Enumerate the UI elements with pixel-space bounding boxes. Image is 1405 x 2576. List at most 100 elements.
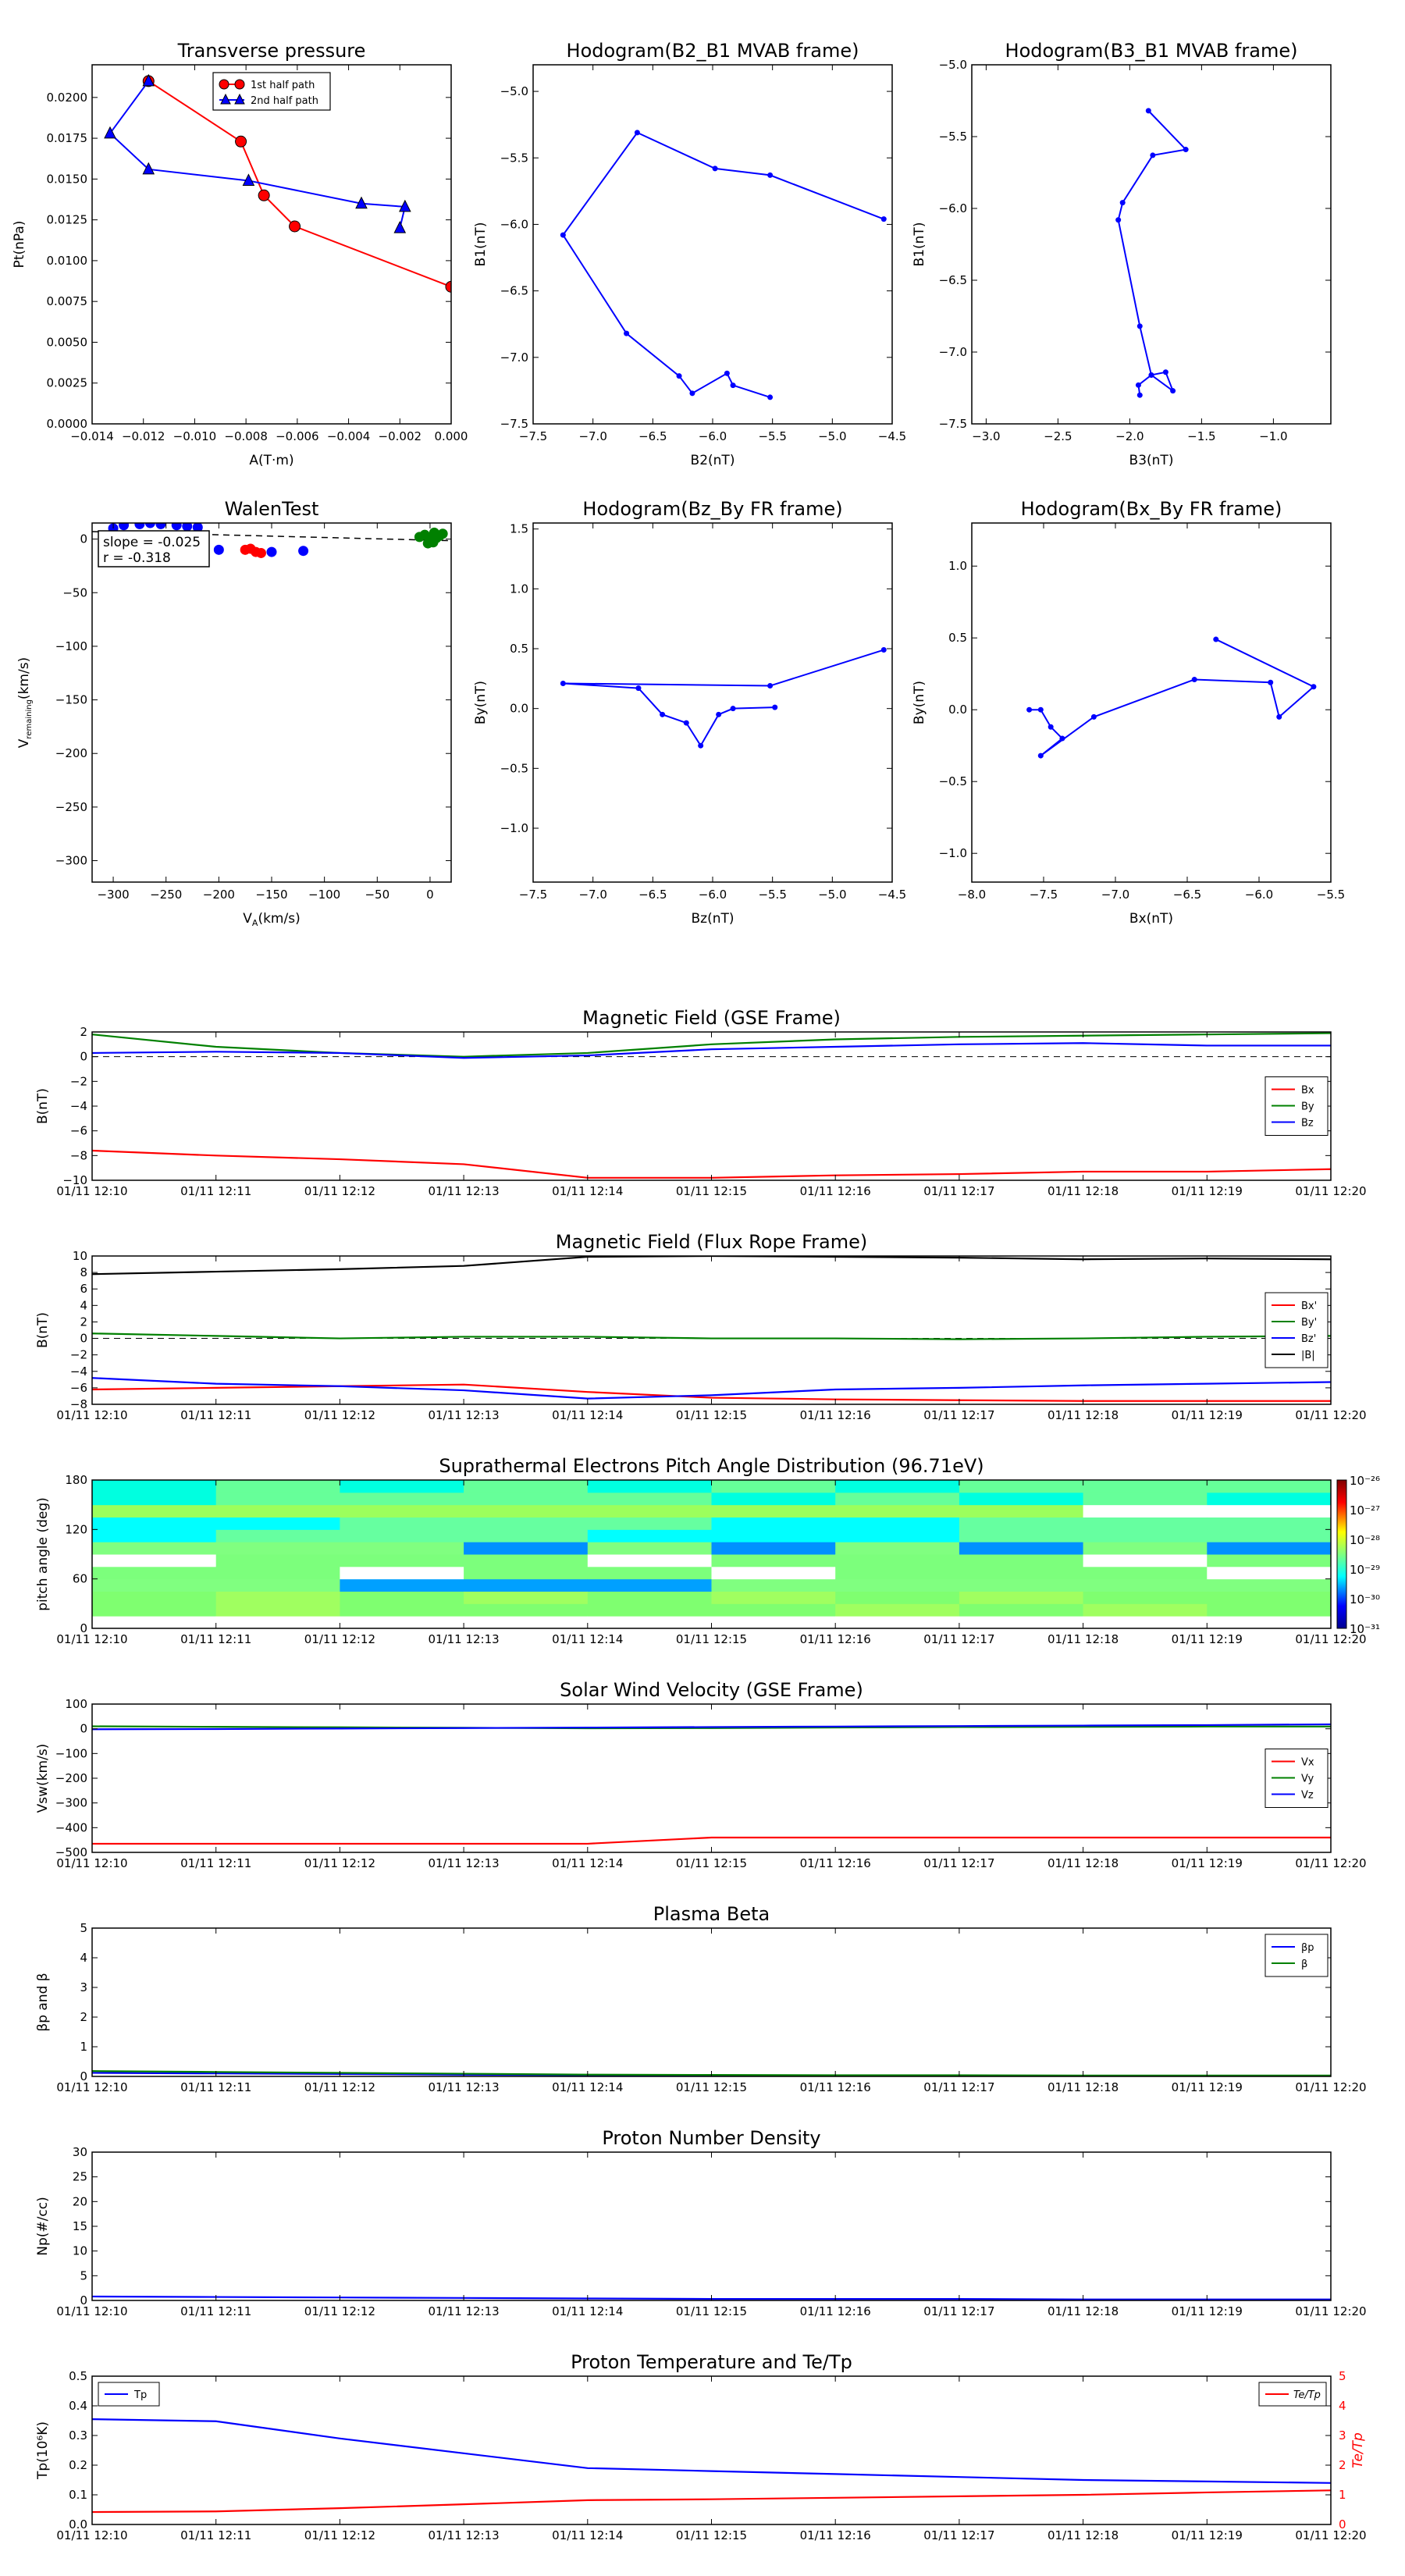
x-tick-label: 01/11 12:13 bbox=[428, 1184, 499, 1198]
y-axis-label: B(nT) bbox=[35, 1312, 51, 1348]
y2-tick-label: 4 bbox=[1339, 2399, 1346, 2413]
heatmap-cell bbox=[711, 1504, 836, 1517]
data-point bbox=[716, 711, 722, 717]
x-tick-label: 01/11 12:20 bbox=[1295, 1856, 1366, 1870]
y-tick-label: −6 bbox=[70, 1381, 87, 1395]
y-tick-label: 10 bbox=[73, 2244, 87, 2258]
x-tick-label: 01/11 12:12 bbox=[304, 2528, 375, 2542]
x-tick-label: 01/11 12:14 bbox=[552, 1184, 623, 1198]
x-tick-label: −7.0 bbox=[578, 429, 606, 443]
x-tick-label: 01/11 12:10 bbox=[56, 1856, 127, 1870]
x-tick-label: 01/11 12:18 bbox=[1048, 2304, 1119, 2318]
heatmap-cell bbox=[1083, 1504, 1208, 1517]
data-point bbox=[355, 196, 368, 209]
y-tick-label: 10 bbox=[73, 1249, 87, 1263]
x-tick-label: 01/11 12:17 bbox=[923, 1632, 994, 1646]
x-tick-label: −4.5 bbox=[878, 888, 906, 902]
y-tick-label: 0.0150 bbox=[47, 172, 88, 186]
y-axis-label: Np(#/cc) bbox=[35, 2197, 51, 2255]
data-point bbox=[1191, 677, 1197, 683]
x-tick-label: 01/11 12:12 bbox=[304, 2304, 375, 2318]
heatmap-cell bbox=[1207, 1603, 1331, 1617]
y-tick-label: −6.5 bbox=[939, 273, 967, 287]
y-tick-label: 1 bbox=[80, 2040, 87, 2054]
heatmap-cell bbox=[959, 1517, 1084, 1530]
data-point bbox=[1119, 200, 1126, 206]
legend-text: Tp bbox=[133, 2389, 147, 2401]
heatmap-cell bbox=[711, 1480, 836, 1493]
legend-text: By' bbox=[1301, 1317, 1317, 1329]
x-label-part: (km/s) bbox=[258, 911, 300, 927]
heatmap-cell bbox=[1083, 1566, 1208, 1580]
heatmap-cell bbox=[1083, 1554, 1208, 1567]
heatmap-cell bbox=[711, 1616, 836, 1628]
heatmap-cell bbox=[92, 1554, 217, 1567]
y-tick-label: 0.0050 bbox=[47, 335, 88, 349]
legend-text: Bx bbox=[1301, 1085, 1314, 1097]
heatmap-cell bbox=[340, 1542, 464, 1555]
data-point bbox=[880, 647, 887, 653]
heatmap-cell bbox=[1207, 1504, 1331, 1517]
x-tick-label: −6.0 bbox=[1245, 888, 1273, 902]
legend-text: |B| bbox=[1301, 1350, 1315, 1361]
y-tick-label: −5.5 bbox=[939, 130, 967, 144]
heatmap-cell bbox=[959, 1591, 1084, 1604]
x-tick-label: −150 bbox=[255, 888, 287, 902]
y-tick-label: 1.5 bbox=[510, 522, 528, 536]
data-point bbox=[1170, 388, 1176, 394]
heatmap-cell bbox=[1207, 1591, 1331, 1604]
data-point bbox=[767, 172, 774, 178]
heatmap-cell bbox=[464, 1616, 589, 1628]
y-tick-label: 0.5 bbox=[69, 2369, 87, 2383]
heatmap-cell bbox=[464, 1542, 589, 1555]
data-point bbox=[560, 232, 566, 238]
x-tick-label: −6.0 bbox=[699, 429, 727, 443]
series-line bbox=[92, 2418, 1331, 2484]
plot-content bbox=[1115, 108, 1189, 398]
series-line bbox=[92, 1725, 1331, 1730]
data-point bbox=[422, 538, 433, 549]
y-tick-label: −250 bbox=[55, 800, 87, 814]
legend-text: 1st half path bbox=[251, 80, 315, 91]
x-tick-label: −300 bbox=[97, 888, 129, 902]
data-point bbox=[767, 394, 774, 400]
panel-title: Transverse pressure bbox=[177, 40, 366, 62]
x-tick-label: 01/11 12:18 bbox=[1048, 1632, 1119, 1646]
panel-pad: 10⁻²⁶ 10⁻²⁷ 10⁻²⁸ 10⁻²⁹ 10⁻³⁰ 10⁻³¹ 01/11 12:1… bbox=[35, 1455, 1380, 1646]
heatmap-cell bbox=[587, 1542, 712, 1555]
heatmap-cell bbox=[959, 1578, 1084, 1592]
x-tick-label: 01/11 12:13 bbox=[428, 1408, 499, 1422]
heatmap-cell bbox=[215, 1616, 340, 1628]
heatmap-cell bbox=[587, 1578, 712, 1592]
heatmap-cell bbox=[215, 1492, 340, 1506]
y-tick-label: −7.0 bbox=[500, 350, 528, 365]
x-tick-label: 01/11 12:16 bbox=[800, 2304, 871, 2318]
y-tick-label: 6 bbox=[80, 1282, 87, 1296]
heatmap-cell bbox=[340, 1566, 464, 1580]
heatmap-cell bbox=[959, 1616, 1084, 1628]
y-tick-label: 0.0 bbox=[69, 2517, 87, 2532]
heatmap-cell bbox=[835, 1591, 960, 1604]
heatmap-cell bbox=[340, 1591, 464, 1604]
y-tick-label: 4 bbox=[80, 1298, 87, 1312]
y-tick-label: 0.0 bbox=[510, 702, 528, 716]
heatmap-cell bbox=[215, 1566, 340, 1580]
heatmap-cell bbox=[92, 1542, 217, 1555]
x-tick-label: −200 bbox=[203, 888, 235, 902]
y2-tick-label: 2 bbox=[1339, 2458, 1346, 2472]
y-axis-label: Vsw(km/s) bbox=[35, 1744, 51, 1813]
heatmap-cell bbox=[464, 1480, 589, 1493]
heatmap-cell bbox=[711, 1566, 836, 1580]
x-tick-label: 01/11 12:16 bbox=[800, 1856, 871, 1870]
y-tick-label: −2 bbox=[70, 1074, 87, 1088]
x-tick-label: 01/11 12:13 bbox=[428, 2528, 499, 2542]
heatmap-cell bbox=[835, 1566, 960, 1580]
y-tick-label: −50 bbox=[62, 585, 87, 600]
y-tick-label: −5.5 bbox=[500, 151, 528, 165]
y-tick-label: 2 bbox=[80, 1315, 87, 1329]
x-tick-label: −0.004 bbox=[327, 429, 371, 443]
heatmap-cell bbox=[1207, 1616, 1331, 1628]
data-point bbox=[880, 216, 887, 222]
x-axis-label: A(T·m) bbox=[249, 453, 293, 468]
